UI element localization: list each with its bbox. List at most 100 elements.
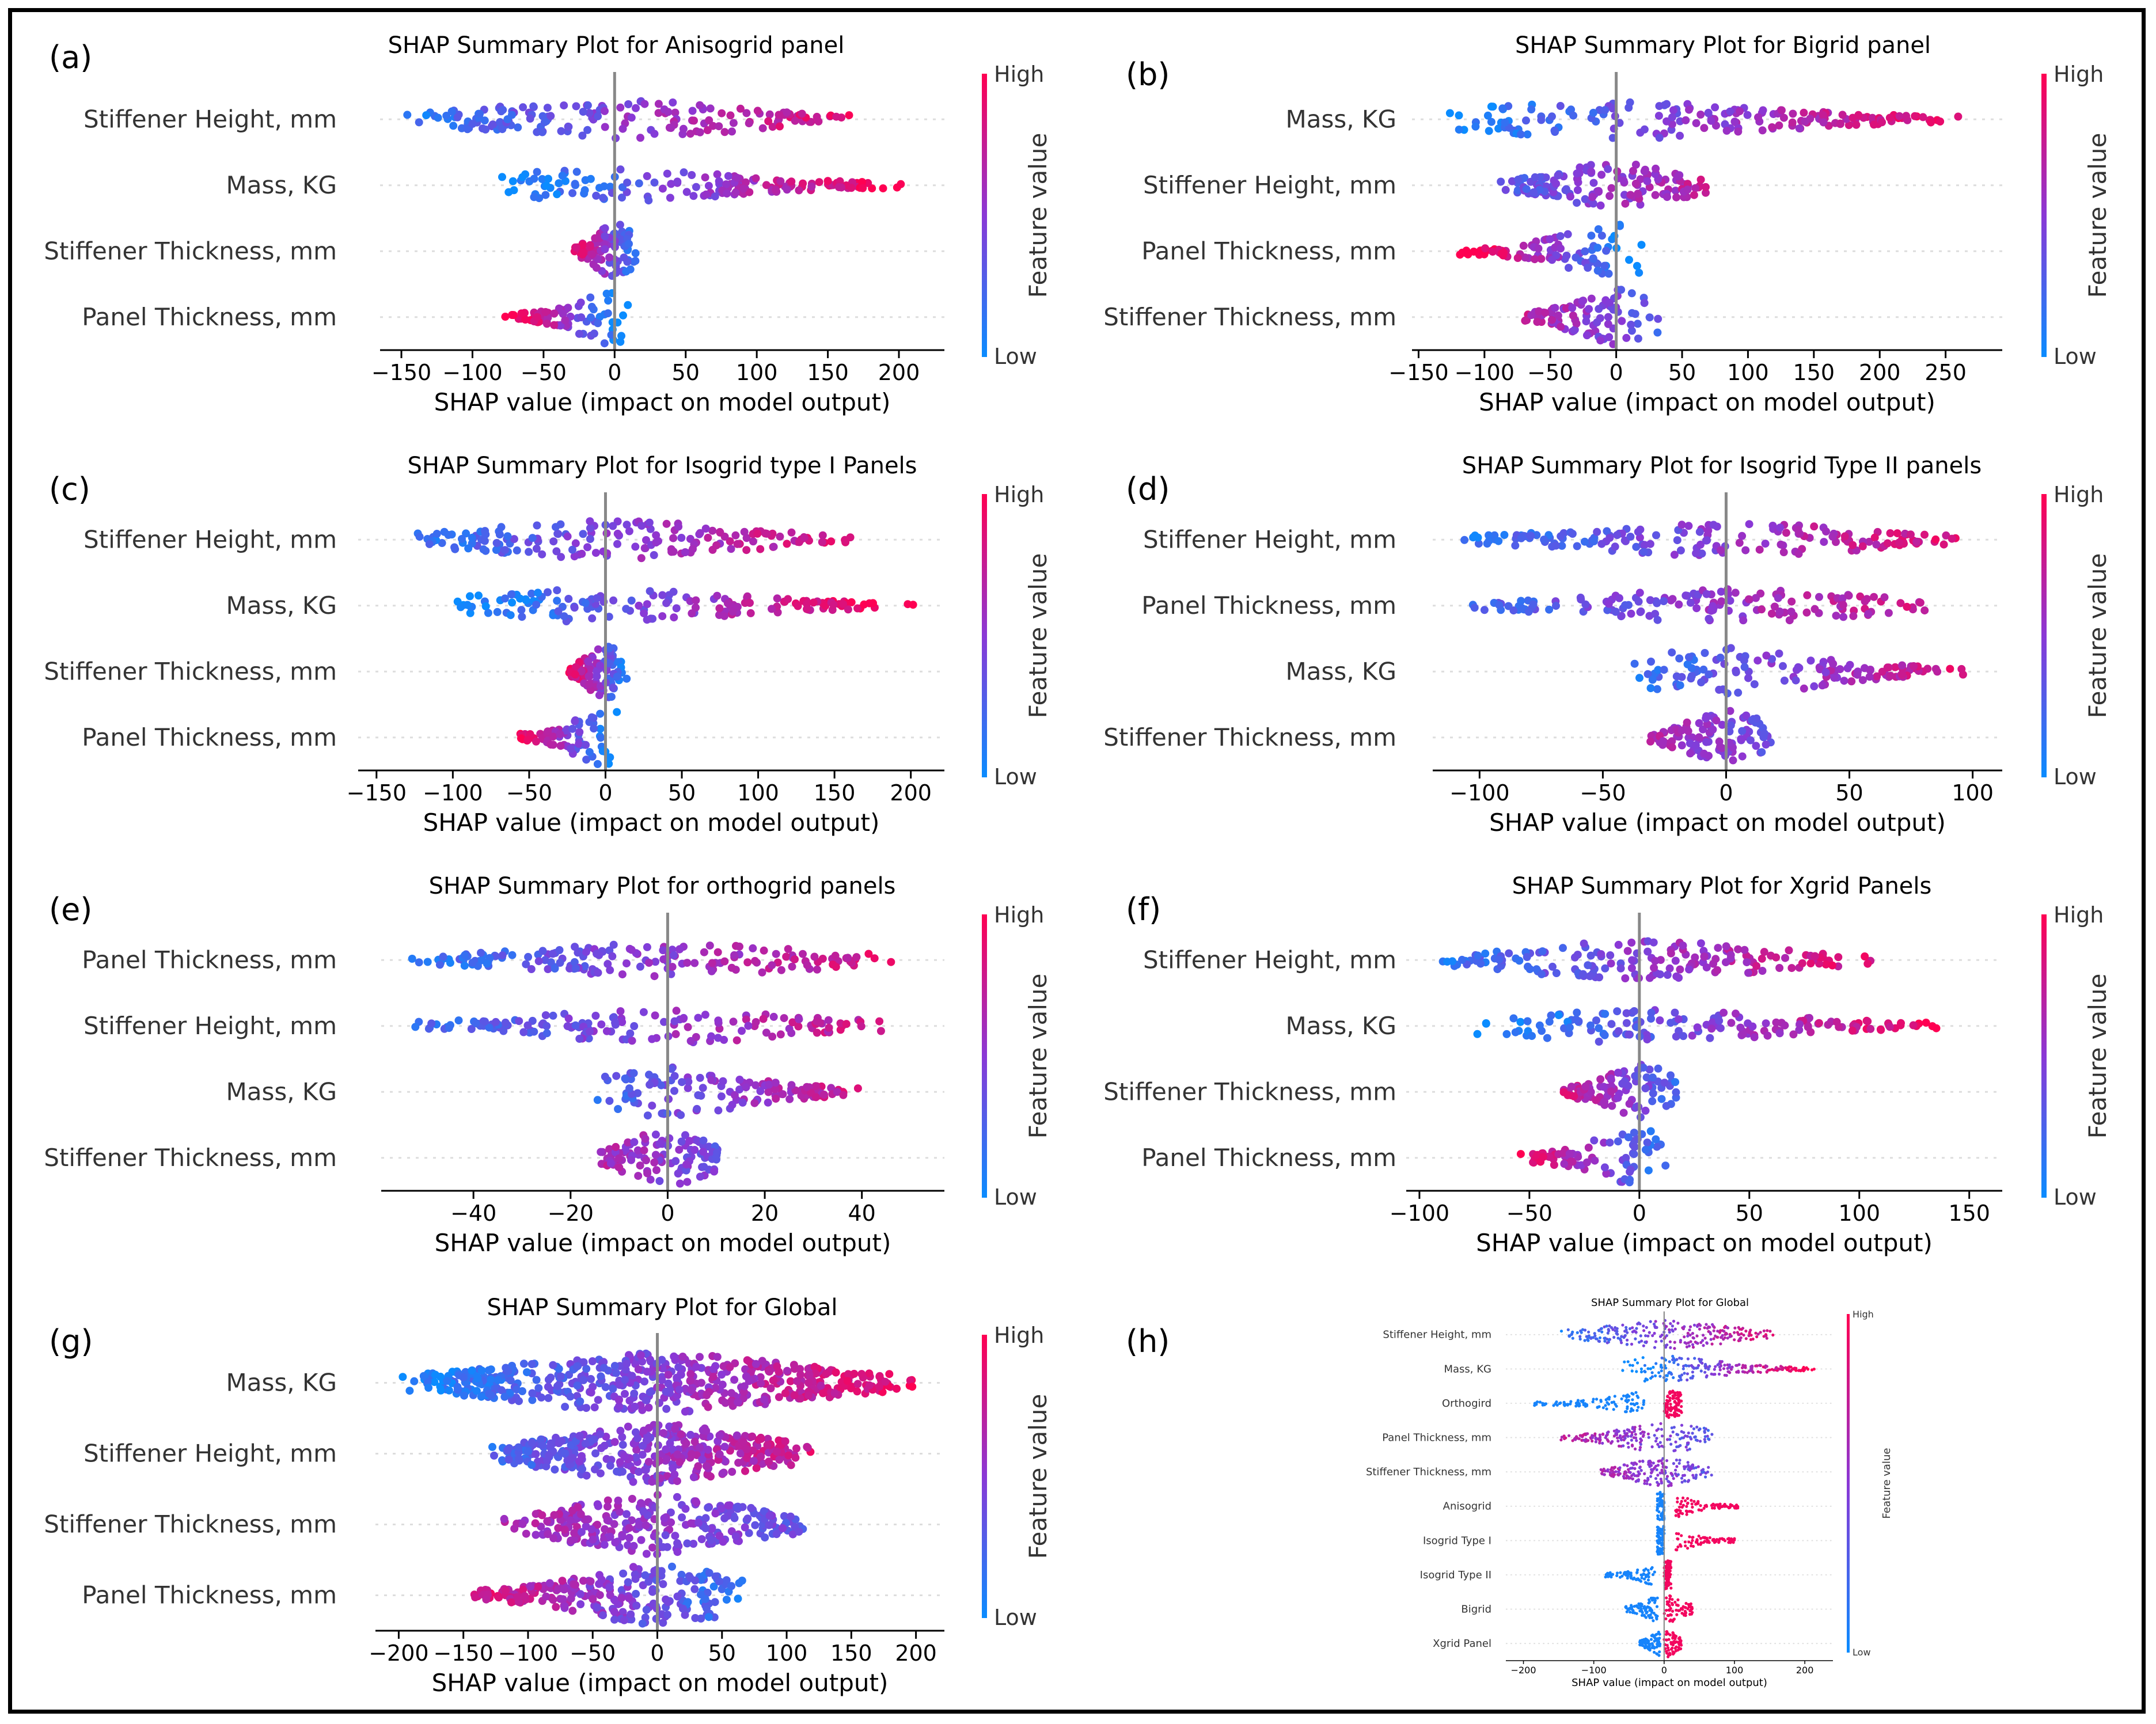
shap-point: [632, 1601, 641, 1610]
shap-point: [609, 683, 617, 692]
shap-point: [821, 602, 830, 610]
shap-point: [1615, 221, 1624, 229]
shap-point: [1585, 1335, 1588, 1338]
shap-point: [1684, 727, 1692, 735]
shap-point: [1502, 1030, 1511, 1038]
shap-point: [807, 183, 816, 191]
shap-point: [542, 1462, 551, 1471]
shap-point: [703, 1391, 711, 1400]
shap-point: [798, 109, 806, 118]
shap-point: [723, 189, 731, 198]
shap-point: [803, 961, 811, 970]
feature-label: Stiffener Thickness, mm: [1103, 303, 1396, 331]
shap-point: [627, 1610, 635, 1619]
shap-point: [1863, 1017, 1872, 1026]
shap-point: [1717, 587, 1725, 596]
shap-point: [1789, 109, 1797, 118]
shap-point: [1552, 180, 1561, 188]
colorbar-title: Feature value: [1024, 1394, 1052, 1559]
shap-point: [724, 172, 732, 180]
shap-point: [549, 1011, 557, 1020]
shap-point: [1815, 959, 1824, 968]
shap-point: [1715, 685, 1724, 694]
shap-point: [595, 1571, 603, 1579]
shap-point: [1763, 1031, 1772, 1040]
shap-point: [613, 708, 621, 716]
shap-point: [1519, 241, 1528, 250]
shap-point: [473, 1374, 482, 1383]
shap-point: [567, 745, 575, 753]
shap-point: [722, 180, 730, 189]
feature-label: Panel Thickness, mm: [1141, 591, 1396, 620]
shap-point: [466, 609, 475, 617]
shap-point: [1524, 962, 1532, 971]
shap-point: [791, 1453, 800, 1462]
shap-point: [1692, 549, 1700, 557]
shap-point: [1787, 597, 1796, 606]
shap-point: [837, 183, 846, 192]
shap-point: [543, 1517, 552, 1525]
shap-point: [1474, 540, 1483, 548]
shap-point: [515, 1017, 523, 1026]
shap-point: [715, 1532, 724, 1540]
chart-title: SHAP Summary Plot for Anisogrid panel: [388, 32, 845, 59]
shap-point: [1589, 108, 1597, 117]
shap-point: [728, 607, 737, 616]
shap-point: [568, 545, 576, 554]
shap-point: [690, 1146, 699, 1154]
shap-point: [1758, 748, 1766, 757]
shap-point: [1589, 255, 1597, 263]
shap-point: [1462, 246, 1471, 255]
shap-point: [605, 659, 613, 667]
shap-point: [1654, 1320, 1657, 1323]
shap-point: [1565, 1023, 1574, 1032]
shap-point: [1686, 1334, 1690, 1338]
shap-point: [1605, 298, 1614, 307]
x-tick-label: 20: [751, 1201, 779, 1226]
colorbar: [982, 1335, 987, 1618]
shap-point: [497, 523, 506, 531]
shap-point: [534, 1582, 542, 1591]
shap-point: [579, 108, 587, 116]
shap-point: [707, 967, 716, 975]
shap-point: [1455, 111, 1463, 120]
shap-point: [410, 1377, 419, 1385]
shap-point: [538, 1511, 546, 1520]
shap-point: [559, 310, 567, 318]
shap-point: [1548, 316, 1556, 324]
shap-point: [1737, 735, 1745, 743]
shap-point: [811, 1082, 820, 1091]
shap-point: [553, 586, 561, 595]
shap-point: [1785, 616, 1794, 625]
shap-point: [605, 1583, 614, 1592]
x-tick-label: 100: [1727, 360, 1769, 385]
shap-point: [1641, 1084, 1650, 1092]
shap-point: [495, 530, 504, 539]
x-tick-label: −100: [1455, 360, 1514, 385]
shap-point: [1671, 187, 1680, 195]
shap-point: [1665, 1334, 1668, 1338]
x-tick-label: 150: [814, 780, 856, 806]
x-axis-label: SHAP value (impact on model output): [1479, 388, 1935, 416]
shap-point: [785, 1095, 794, 1103]
shap-point: [425, 540, 434, 548]
shap-point: [1567, 1083, 1576, 1091]
shap-point: [601, 107, 609, 115]
shap-point: [1662, 100, 1671, 108]
shap-point: [1600, 1327, 1603, 1330]
shap-point: [1828, 961, 1836, 970]
shap-point: [541, 307, 550, 316]
shap-point: [768, 123, 777, 131]
shap-point: [453, 1383, 462, 1391]
shap-point: [1554, 311, 1562, 320]
shap-point: [532, 1510, 540, 1518]
x-tick-label: −100: [1390, 1201, 1449, 1226]
feature-label: Stiffener Height, mm: [83, 1012, 337, 1040]
shap-point: [640, 100, 649, 108]
shap-point: [1840, 532, 1849, 541]
shap-point: [1668, 113, 1676, 121]
shap-point: [1756, 1332, 1760, 1336]
shap-point: [1616, 964, 1625, 973]
shap-point: [783, 540, 791, 548]
shap-point: [517, 734, 525, 743]
